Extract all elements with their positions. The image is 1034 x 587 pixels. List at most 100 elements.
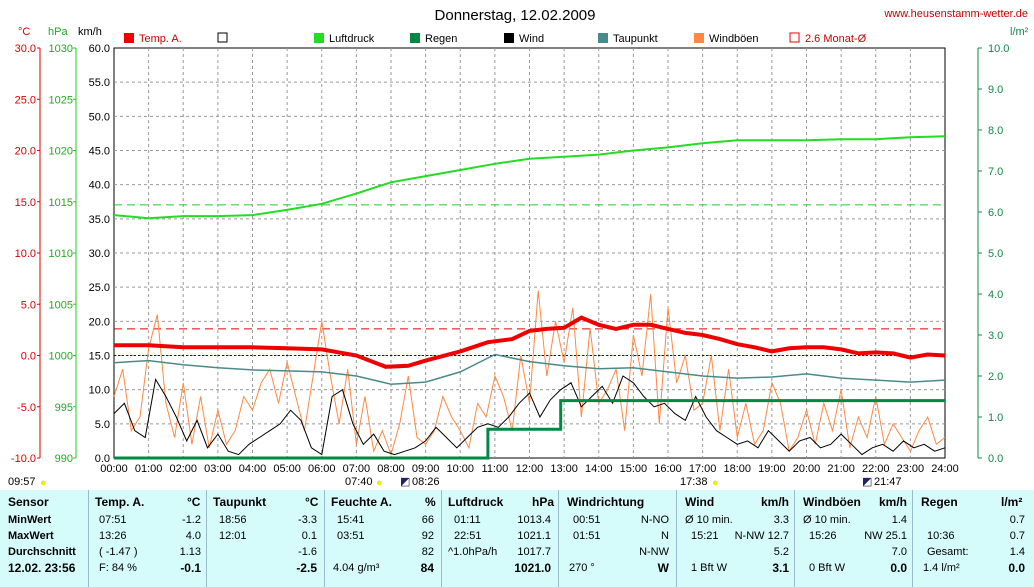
legend-label: Luftdruck bbox=[329, 33, 375, 45]
hum-min: 66 bbox=[421, 514, 434, 526]
pressure-tick-label: 1025 bbox=[49, 94, 73, 106]
hum-cur-note: 4.04 g/m³ bbox=[333, 562, 380, 574]
dew-min-time: 18:56 bbox=[219, 514, 247, 526]
moonrise-label: 08:26 bbox=[412, 476, 440, 488]
source-link[interactable]: www.heusenstamm-wetter.de bbox=[883, 8, 1028, 20]
press-avg-note: ^1.0hPa/h bbox=[448, 546, 498, 558]
x-tick-label: 17:00 bbox=[689, 463, 717, 475]
chart-title: Donnerstag, 12.02.2009 bbox=[435, 7, 596, 24]
temp-tick-label: 0.0 bbox=[21, 351, 36, 363]
unit-wind: km/h bbox=[78, 26, 102, 38]
legend-label: Wind bbox=[519, 33, 544, 45]
x-tick-label: 18:00 bbox=[723, 463, 751, 475]
legend-swatch bbox=[504, 33, 514, 43]
press-max-time: 22:51 bbox=[454, 530, 482, 542]
dir-min: N-NO bbox=[640, 514, 669, 526]
gust-unit: km/h bbox=[879, 495, 908, 509]
wind-unit: km/h bbox=[761, 495, 790, 509]
wind-cur-note: 1 Bft W bbox=[691, 562, 728, 574]
dewpoint-line bbox=[113, 353, 946, 385]
press-avg: 1017.7 bbox=[517, 546, 551, 558]
pressure-line bbox=[113, 135, 946, 220]
x-tick-label: 22:00 bbox=[862, 463, 890, 475]
moon-icon-set: ◩ bbox=[862, 476, 873, 488]
temp-current: -0.1 bbox=[180, 561, 201, 575]
dir-avg: N-NW bbox=[639, 546, 669, 558]
rain-tick-label: 9.0 bbox=[988, 84, 1003, 96]
temp-max-time: 13:26 bbox=[99, 530, 127, 542]
temp-tick-label: 20.0 bbox=[15, 146, 36, 158]
dew-unit: °C bbox=[305, 495, 319, 509]
dir-cur-note: 270 ° bbox=[569, 562, 595, 574]
dew-avg: -1.6 bbox=[298, 546, 317, 558]
rain-tick-label: 0.0 bbox=[988, 453, 1003, 465]
wind-current: 3.1 bbox=[772, 561, 789, 575]
press-min-time: 01:11 bbox=[454, 514, 481, 526]
left-time-label: 09:57 bbox=[8, 476, 36, 488]
wind-min: 3.3 bbox=[773, 514, 789, 526]
rain-avg-note: Gesamt: bbox=[927, 546, 969, 558]
col-press: Luftdruck hPa 01:11 1013.4 22:51 1021.1 … bbox=[441, 490, 559, 587]
pressure-tick-label: 1015 bbox=[49, 197, 73, 209]
gust-cur-note: 0 Bft W bbox=[809, 562, 846, 574]
x-tick-label: 16:00 bbox=[654, 463, 682, 475]
x-tick-label: 15:00 bbox=[620, 463, 648, 475]
x-tick-label: 00:00 bbox=[100, 463, 128, 475]
legend-label: Windböen bbox=[709, 33, 759, 45]
wind-tick-label: 40.0 bbox=[89, 180, 110, 192]
wind-tick-label: 20.0 bbox=[89, 316, 110, 328]
rain-tick-label: 3.0 bbox=[988, 330, 1003, 342]
rain-tick-label: 5.0 bbox=[988, 248, 1003, 260]
dir-max: N bbox=[661, 530, 669, 542]
unit-rain: l/m² bbox=[1010, 26, 1029, 38]
temp-min: -1.2 bbox=[182, 514, 201, 526]
legend-swatch bbox=[314, 33, 324, 43]
rain-unit: l/m² bbox=[1001, 495, 1023, 509]
summary-table: Sensor MinWert MaxWert Durchschnitt 12.0… bbox=[0, 490, 1034, 587]
dir-min-time: 00:51 bbox=[573, 514, 601, 526]
legend-swatch bbox=[694, 33, 704, 43]
x-tick-label: 19:00 bbox=[758, 463, 786, 475]
temp-tick-label: 25.0 bbox=[15, 94, 36, 106]
moon-icon-rise: ◩ bbox=[400, 476, 411, 488]
dew-current: -2.5 bbox=[296, 561, 317, 575]
gust-max: NW 25.1 bbox=[864, 530, 907, 542]
press-max: 1021.1 bbox=[517, 530, 551, 542]
unit-temp: °C bbox=[18, 26, 30, 38]
sunrise-label: 07:40 bbox=[345, 476, 373, 488]
x-tick-label: 04:00 bbox=[239, 463, 267, 475]
press-header: Luftdruck bbox=[448, 495, 504, 509]
press-min: 1013.4 bbox=[517, 514, 551, 526]
row-max-label: MaxWert bbox=[8, 530, 54, 542]
row-avg-label: Durchschnitt bbox=[8, 546, 76, 558]
dew-header: Taupunkt bbox=[213, 495, 267, 509]
sunset-label: 17:38 bbox=[680, 476, 708, 488]
pressure-tick-label: 995 bbox=[55, 402, 73, 414]
wind-max-time: 15:21 bbox=[691, 530, 719, 542]
col-sensor: Sensor MinWert MaxWert Durchschnitt 12.0… bbox=[0, 490, 88, 587]
temp-unit: °C bbox=[187, 495, 201, 509]
chart-grid bbox=[113, 47, 946, 459]
row-min-label: MinWert bbox=[8, 514, 52, 526]
dir-max-time: 01:51 bbox=[573, 530, 601, 542]
sun-icon-set: ● bbox=[712, 477, 719, 489]
wind-tick-label: 5.0 bbox=[95, 419, 110, 431]
temp-tick-label: 15.0 bbox=[15, 197, 36, 209]
hum-avg: 82 bbox=[421, 546, 434, 558]
pressure-tick-label: 1030 bbox=[49, 43, 73, 55]
wind-header: Wind bbox=[685, 495, 715, 509]
gust-min: 1.4 bbox=[891, 514, 907, 526]
hum-min-time: 15:41 bbox=[337, 514, 365, 526]
col-rain: Regen l/m² 0.7 10:36 0.7 Gesamt: 1.4 1.4… bbox=[912, 490, 1034, 587]
wind-tick-label: 30.0 bbox=[89, 248, 110, 260]
current-time: 12.02. 23:56 bbox=[8, 561, 76, 575]
gust-current: 0.0 bbox=[890, 561, 907, 575]
x-tick-label: 14:00 bbox=[585, 463, 613, 475]
rain-avg: 1.4 bbox=[1009, 546, 1025, 558]
gusts-line bbox=[113, 290, 946, 457]
rain-header: Regen bbox=[921, 495, 958, 509]
temperature-line bbox=[114, 315, 946, 369]
legend-label: Regen bbox=[425, 33, 457, 45]
col-dir: Windrichtung 00:51 N-NO 01:51 N N-NW 270… bbox=[558, 490, 677, 587]
wind-tick-label: 60.0 bbox=[89, 43, 110, 55]
